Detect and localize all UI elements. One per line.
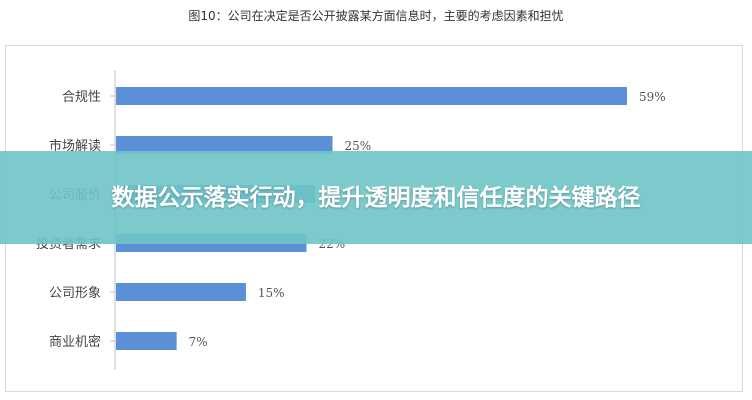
value-label: 15% — [258, 286, 285, 300]
bar — [116, 136, 333, 154]
bar — [116, 332, 177, 350]
chart-title: 图10：公司在决定是否公开披露某方面信息时，主要的考虑因素和担忧 — [188, 9, 564, 23]
category-label: 合规性 — [62, 90, 101, 105]
overlay-banner: 数据公示落实行动，提升透明度和信任度的关键路径 — [0, 151, 752, 244]
category-label: 市场解读 — [49, 138, 101, 154]
banner-headline: 数据公示落实行动，提升透明度和信任度的关键路径 — [111, 184, 641, 211]
value-label: 59% — [639, 90, 666, 104]
bar — [116, 87, 627, 105]
value-label: 7% — [189, 335, 208, 349]
bar — [116, 283, 246, 301]
category-label: 商业机密 — [49, 334, 101, 350]
value-label: 25% — [345, 139, 372, 153]
category-label: 公司形象 — [49, 286, 101, 301]
